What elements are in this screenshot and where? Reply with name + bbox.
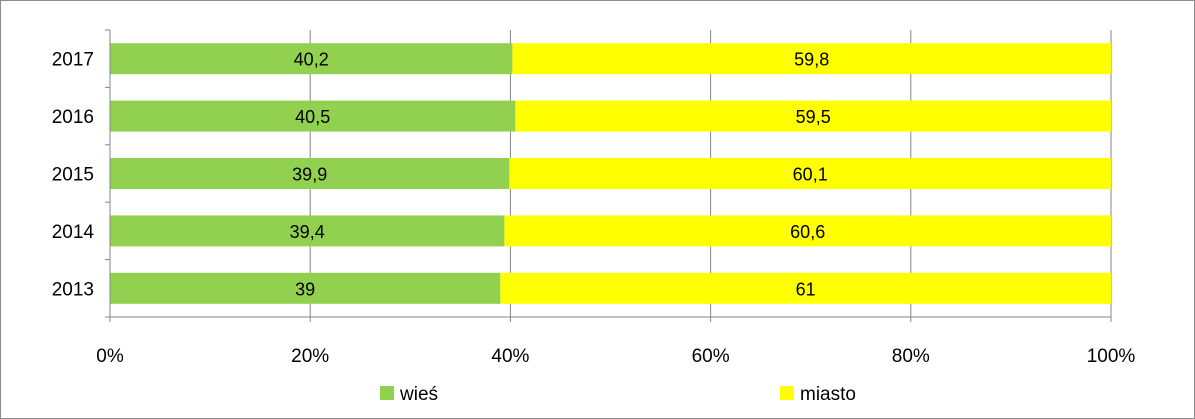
y-tick-label: 2017 (52, 50, 94, 71)
x-tick-label: 0% (96, 346, 124, 367)
legend-label: miasto (800, 384, 856, 405)
legend-label: wieś (399, 384, 438, 405)
data-label: 39 (295, 279, 315, 299)
y-tick-label: 2014 (52, 222, 95, 243)
legend-swatch (780, 386, 794, 400)
x-tick-label: 60% (692, 346, 730, 367)
x-tick-label: 40% (491, 346, 529, 367)
data-label: 61 (796, 279, 816, 299)
data-label: 39,4 (290, 222, 325, 242)
x-tick-label: 20% (291, 346, 329, 367)
y-tick-label: 2013 (52, 279, 94, 300)
y-tick-label: 2015 (52, 165, 94, 186)
x-tick-label: 80% (892, 346, 930, 367)
data-label: 60,1 (793, 165, 828, 185)
legend-swatch (380, 386, 394, 400)
x-tick-label: 100% (1087, 346, 1136, 367)
data-label: 60,6 (790, 222, 825, 242)
y-tick-label: 2016 (52, 107, 94, 128)
data-label: 59,8 (794, 50, 829, 70)
data-label: 40,5 (295, 107, 330, 127)
data-label: 39,9 (292, 165, 327, 185)
data-label: 59,5 (796, 107, 831, 127)
data-label: 40,2 (294, 50, 329, 70)
